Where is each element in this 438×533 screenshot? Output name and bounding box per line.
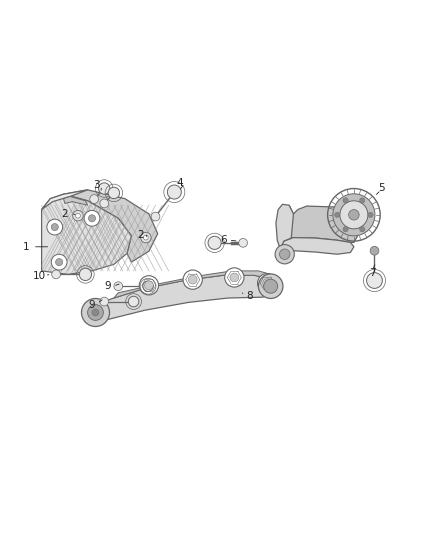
Circle shape <box>340 201 368 229</box>
Circle shape <box>88 304 103 320</box>
Polygon shape <box>280 238 354 254</box>
Circle shape <box>151 212 160 221</box>
Circle shape <box>56 259 63 265</box>
Circle shape <box>264 279 278 293</box>
Circle shape <box>188 275 197 284</box>
Circle shape <box>167 185 181 199</box>
Circle shape <box>343 198 348 203</box>
Circle shape <box>263 279 272 287</box>
Circle shape <box>100 297 109 306</box>
Circle shape <box>139 276 159 295</box>
Circle shape <box>51 254 67 270</box>
Circle shape <box>230 273 239 282</box>
Circle shape <box>90 195 99 204</box>
Circle shape <box>368 212 373 217</box>
Circle shape <box>88 215 95 222</box>
Circle shape <box>128 296 139 307</box>
Circle shape <box>333 194 375 236</box>
Circle shape <box>367 273 382 288</box>
Text: 8: 8 <box>246 291 253 301</box>
Circle shape <box>73 211 83 221</box>
Circle shape <box>79 268 92 280</box>
Circle shape <box>183 270 202 289</box>
Circle shape <box>145 281 153 290</box>
Circle shape <box>108 187 120 199</box>
Circle shape <box>279 249 290 260</box>
Polygon shape <box>284 205 368 243</box>
Polygon shape <box>42 190 88 209</box>
Text: 2: 2 <box>138 230 145 240</box>
Polygon shape <box>64 197 88 205</box>
Text: 2: 2 <box>61 209 68 219</box>
Circle shape <box>99 183 110 194</box>
Circle shape <box>141 232 151 243</box>
Circle shape <box>258 274 283 298</box>
Text: 3: 3 <box>93 181 100 190</box>
Text: 9: 9 <box>88 300 95 310</box>
Circle shape <box>258 273 277 293</box>
Text: 7: 7 <box>369 268 376 278</box>
Circle shape <box>275 245 294 264</box>
Circle shape <box>51 223 58 231</box>
Circle shape <box>114 282 123 290</box>
Polygon shape <box>276 204 293 249</box>
Circle shape <box>360 227 365 232</box>
Circle shape <box>52 270 60 279</box>
Circle shape <box>84 211 100 226</box>
Polygon shape <box>114 271 278 298</box>
Circle shape <box>239 238 247 247</box>
Text: 6: 6 <box>220 235 227 245</box>
Circle shape <box>208 236 221 249</box>
Circle shape <box>335 212 340 217</box>
Polygon shape <box>64 190 158 262</box>
Circle shape <box>343 227 348 232</box>
Circle shape <box>81 298 110 327</box>
Circle shape <box>76 213 80 218</box>
Circle shape <box>349 209 359 220</box>
Circle shape <box>143 281 153 292</box>
Circle shape <box>360 198 365 203</box>
Text: 9: 9 <box>104 281 111 291</box>
Circle shape <box>100 199 109 208</box>
Circle shape <box>370 246 379 255</box>
Text: 5: 5 <box>378 183 385 192</box>
Circle shape <box>144 235 148 240</box>
Text: 10: 10 <box>33 271 46 281</box>
Circle shape <box>225 268 244 287</box>
Text: 1: 1 <box>23 242 30 252</box>
Circle shape <box>92 309 99 316</box>
Polygon shape <box>42 194 131 274</box>
Polygon shape <box>85 275 278 322</box>
Text: 4: 4 <box>176 178 183 188</box>
Circle shape <box>47 219 63 235</box>
